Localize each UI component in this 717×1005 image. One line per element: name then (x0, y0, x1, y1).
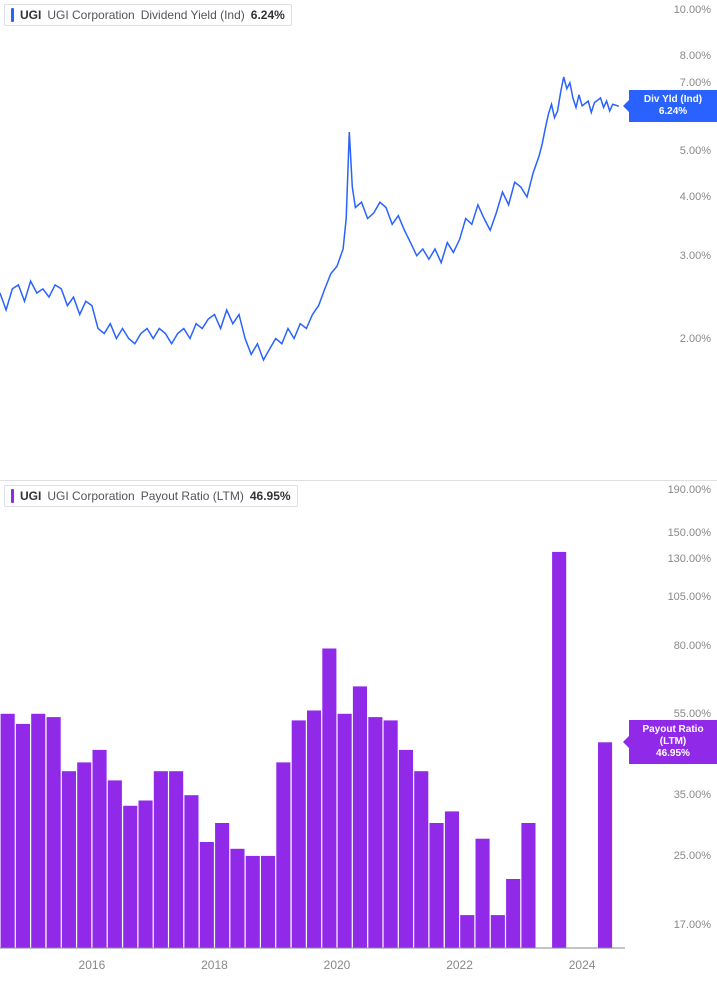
dividend-yield-chart: UGI UGI Corporation Dividend Yield (Ind)… (0, 0, 717, 480)
x-tick-label: 2018 (201, 958, 228, 972)
chart2-plot (0, 481, 625, 976)
y-tick-label: 8.00% (680, 50, 711, 62)
chart2-y-axis: 17.00% 25.00% 35.00% 55.00% 80.00% 105.00% 130… (625, 481, 717, 948)
metric-value: 6.24% (251, 8, 285, 22)
chart1-legend: UGI UGI Corporation Dividend Yield (Ind)… (4, 4, 292, 26)
badge-label: Payout Ratio (LTM) (635, 724, 711, 748)
metric-label: Payout Ratio (LTM) (141, 489, 244, 503)
chart1-value-badge: Div Yld (Ind) 6.24% (629, 90, 717, 122)
y-tick-label: 2.00% (680, 333, 711, 345)
y-tick-label: 25.00% (674, 850, 711, 862)
y-tick-label: 35.00% (674, 789, 711, 801)
y-tick-label: 3.00% (680, 250, 711, 262)
x-tick-label: 2020 (324, 958, 351, 972)
company-label: UGI Corporation (47, 8, 134, 22)
payout-ratio-chart: UGI UGI Corporation Payout Ratio (LTM) 4… (0, 481, 717, 976)
legend-color-bar (11, 489, 14, 503)
y-tick-label: 150.00% (668, 527, 711, 539)
x-tick-label: 2016 (79, 958, 106, 972)
y-tick-label: 80.00% (674, 640, 711, 652)
y-tick-label: 4.00% (680, 191, 711, 203)
x-tick-label: 2022 (446, 958, 473, 972)
badge-label: Div Yld (Ind) (635, 94, 711, 106)
y-tick-label: 17.00% (674, 919, 711, 931)
chart1-plot (0, 0, 625, 480)
y-tick-label: 55.00% (674, 708, 711, 720)
badge-value: 6.24% (635, 106, 711, 118)
metric-label: Dividend Yield (Ind) (141, 8, 245, 22)
ticker-label: UGI (20, 489, 41, 503)
y-tick-label: 5.00% (680, 145, 711, 157)
x-tick-label: 2024 (569, 958, 596, 972)
chart1-y-axis: 2.00%3.00%4.00%5.00%6.00%7.00%8.00%10.00… (625, 0, 717, 480)
badge-value: 46.95% (635, 748, 711, 760)
y-tick-label: 105.00% (668, 591, 711, 603)
legend-color-bar (11, 8, 14, 22)
y-tick-label: 10.00% (674, 4, 711, 16)
y-tick-label: 7.00% (680, 77, 711, 89)
y-tick-label: 130.00% (668, 553, 711, 565)
y-tick-label: 190.00% (668, 484, 711, 496)
chart2-legend: UGI UGI Corporation Payout Ratio (LTM) 4… (4, 485, 298, 507)
company-label: UGI Corporation (47, 489, 134, 503)
metric-value: 46.95% (250, 489, 291, 503)
chart2-value-badge: Payout Ratio (LTM) 46.95% (629, 720, 717, 764)
ticker-label: UGI (20, 8, 41, 22)
chart2-x-axis: 2016 2018 2020 2022 2024 (0, 948, 625, 976)
